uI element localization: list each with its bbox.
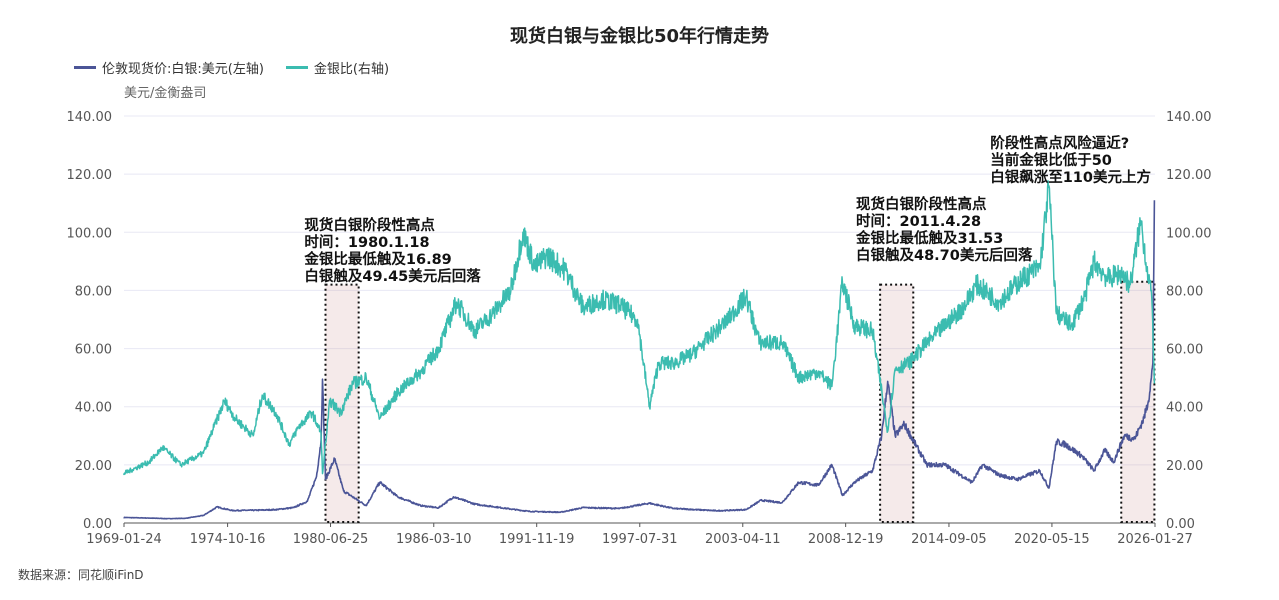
- x-tick-label: 1974-10-16: [190, 532, 266, 547]
- x-tick-label: 2014-09-05: [911, 532, 987, 547]
- y-right-tick-label: 60.00: [1166, 343, 1203, 358]
- x-tick-label: 1986-03-10: [396, 532, 472, 547]
- y-right-tick-label: 0.00: [1166, 517, 1195, 532]
- annotation-3: 阶段性高点风险逼近? 当前金银比低于50 白银飙涨至110美元上方: [990, 136, 1151, 187]
- x-tick-label: 2003-04-11: [705, 532, 781, 547]
- y-left-tick-label: 120.00: [67, 168, 113, 183]
- y-right-tick-label: 40.00: [1166, 401, 1203, 416]
- series-line-silver-price: [123, 200, 1156, 520]
- legend-swatch-silver: [74, 66, 96, 69]
- annotation-2: 现货白银阶段性高点 时间：2011.4.28 金银比最低触及31.53 白银触及…: [856, 197, 1033, 265]
- data-source: 数据来源：同花顺iFinD: [18, 568, 144, 582]
- y-left-tick-label: 100.00: [67, 226, 113, 241]
- series-line-gold-silver-ratio: [122, 180, 1156, 476]
- y-right-tick-label: 120.00: [1166, 168, 1212, 183]
- legend-item-ratio[interactable]: 金银比(右轴): [285, 58, 390, 77]
- legend-label-ratio: 金银比(右轴): [313, 62, 390, 77]
- y-left-tick-label: 60.00: [75, 343, 112, 358]
- y-left-tick-label: 40.00: [75, 401, 112, 416]
- y-right-tick-label: 20.00: [1166, 459, 1203, 474]
- y-right-tick-label: 80.00: [1166, 284, 1203, 299]
- x-tick-label: 1997-07-31: [602, 532, 678, 547]
- legend-item-silver[interactable]: 伦敦现货价:白银:美元(左轴): [74, 58, 264, 77]
- y-left-tick-label: 0.00: [83, 517, 112, 532]
- x-tick-label: 2008-12-19: [808, 532, 884, 547]
- y-left-tick-label: 20.00: [75, 459, 112, 474]
- x-tick-label: 1969-01-24: [86, 532, 162, 547]
- x-tick-label: 2020-05-15: [1014, 532, 1090, 547]
- y-left-tick-label: 80.00: [75, 284, 112, 299]
- chart-title: 现货白银与金银比50年行情走势: [509, 26, 770, 47]
- x-tick-label: 2026-01-27: [1117, 532, 1193, 547]
- annotation-1: 现货白银阶段性高点 时间：1980.1.18 金银比最低触及16.89 白银触及…: [304, 217, 481, 285]
- legend-label-silver: 伦敦现货价:白银:美元(左轴): [102, 62, 264, 77]
- legend-swatch-ratio: [285, 66, 308, 69]
- legend: 伦敦现货价:白银:美元(左轴) 金银比(右轴): [74, 58, 389, 77]
- y-right-tick-label: 140.00: [1166, 110, 1212, 125]
- y-left-tick-label: 140.00: [67, 110, 113, 125]
- x-tick-label: 1991-11-19: [499, 532, 575, 547]
- y-right-tick-label: 100.00: [1166, 226, 1212, 241]
- x-tick-label: 1980-06-25: [293, 532, 369, 547]
- y-axis-unit-label: 美元/金衡盎司: [124, 86, 207, 101]
